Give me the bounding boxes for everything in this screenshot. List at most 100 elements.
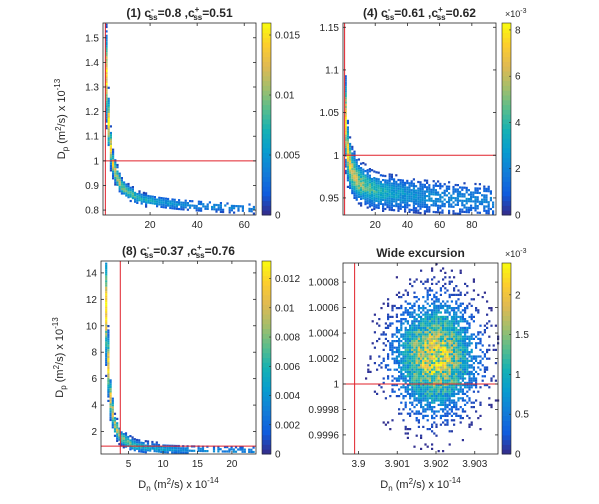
density-cell: [109, 379, 112, 382]
density-cell: [252, 446, 255, 449]
density-cell: [241, 450, 244, 453]
density-cell: [457, 331, 460, 334]
density-cell: [413, 335, 416, 338]
density-cell: [420, 434, 423, 437]
density-cell: [111, 404, 114, 407]
density-cell: [450, 419, 453, 422]
density-cell: [435, 375, 438, 378]
density-cell: [402, 351, 405, 354]
density-cell: [406, 384, 409, 387]
density-cell: [442, 355, 445, 358]
density-cell: [173, 207, 176, 210]
density-cell: [349, 145, 352, 148]
colorbar-segment: [262, 109, 271, 115]
density-cell: [112, 153, 115, 156]
density-cell: [105, 357, 108, 360]
density-cell: [193, 449, 196, 452]
density-cell: [415, 313, 418, 316]
density-cell: [441, 196, 444, 199]
density-cell: [147, 201, 150, 204]
density-cell: [142, 200, 145, 203]
colorbar-segment: [262, 275, 271, 281]
density-cell: [404, 351, 407, 354]
density-cell: [113, 419, 117, 422]
density-cell: [415, 344, 418, 347]
density-cell: [470, 191, 473, 194]
density-cell: [468, 399, 471, 402]
density-cell: [400, 368, 403, 371]
density-cell: [444, 423, 447, 426]
density-cell: [450, 329, 453, 332]
density-cell: [144, 451, 147, 454]
density-cell: [155, 445, 158, 448]
density-cell: [428, 364, 431, 367]
density-cell: [450, 386, 453, 389]
density-cell: [111, 402, 114, 405]
density-cell: [413, 392, 416, 395]
density-cell: [410, 191, 413, 194]
density-cell: [433, 384, 436, 387]
density-cell: [413, 384, 416, 387]
density-cell: [455, 392, 458, 395]
density-cell: [107, 364, 110, 367]
density-cell: [420, 379, 423, 382]
density-cell: [138, 445, 141, 448]
density-cell: [402, 359, 405, 362]
density-cell: [450, 309, 453, 312]
density-cell: [448, 359, 451, 362]
colorbar-segment: [262, 143, 271, 149]
density-cell: [419, 198, 422, 201]
density-cell: [444, 331, 447, 334]
density-cell: [360, 171, 363, 174]
density-cell: [368, 181, 371, 184]
density-cell: [439, 204, 442, 207]
density-cell: [346, 157, 349, 160]
density-cell: [444, 291, 447, 294]
density-cell: [426, 331, 429, 334]
title-minus-sup: -: [147, 243, 150, 252]
density-cell: [428, 406, 431, 409]
y-tick-label: 1.1: [325, 65, 339, 76]
density-cell: [177, 447, 180, 450]
density-cell: [419, 196, 422, 199]
density-cell: [439, 346, 442, 349]
density-cell: [107, 360, 110, 363]
colorbar-segment: [262, 47, 271, 53]
density-cell: [453, 293, 456, 296]
density-cell: [410, 195, 413, 198]
density-cell: [472, 298, 475, 301]
density-cell: [441, 200, 444, 203]
density-cell: [406, 291, 409, 294]
density-cell: [435, 331, 438, 334]
density-cell: [355, 174, 358, 177]
density-cell: [415, 348, 418, 351]
colorbar-multiplier: ×10-3: [505, 248, 527, 259]
density-cell: [415, 193, 418, 197]
density-cell: [105, 47, 108, 51]
density-cell: [446, 366, 449, 369]
density-cell: [420, 344, 423, 347]
density-cell: [466, 335, 469, 338]
y-tick-label: 1.2: [85, 107, 99, 118]
label-unit-rest: /s) x 10: [171, 479, 207, 491]
density-cell: [444, 408, 447, 411]
density-cell: [464, 348, 467, 351]
density-cell: [417, 359, 420, 362]
density-cell: [346, 174, 349, 177]
density-cell: [167, 204, 170, 207]
density-cell: [453, 309, 456, 312]
density-cell: [476, 198, 479, 201]
density-cell: [488, 335, 491, 338]
density-cell: [408, 193, 411, 196]
density-cell: [420, 364, 423, 367]
colorbar-segment: [262, 343, 271, 349]
density-cell: [109, 399, 112, 402]
density-cell: [426, 375, 429, 378]
colorbar-segment: [502, 191, 511, 197]
density-cell: [379, 180, 382, 183]
density-cell: [450, 399, 453, 402]
density-cell: [399, 179, 402, 182]
density-cell: [454, 212, 457, 215]
density-cell: [399, 192, 402, 195]
density-cell: [443, 183, 446, 186]
